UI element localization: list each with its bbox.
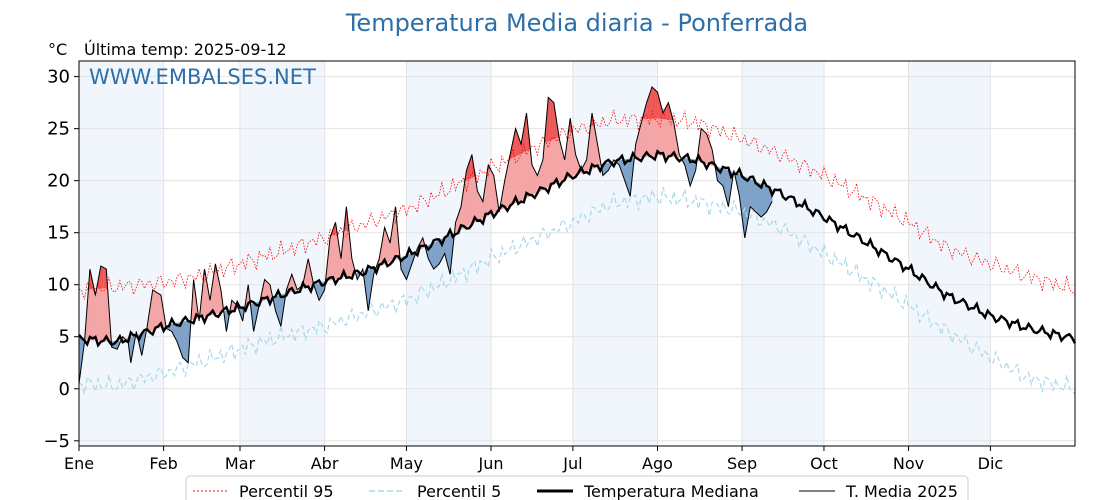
month-bands — [79, 61, 991, 446]
legend-p95-label: Percentil 95 — [239, 482, 334, 500]
fill-above-median — [152, 289, 156, 331]
x-tick-label: Ago — [642, 454, 673, 473]
month-band — [79, 61, 164, 446]
x-tick-label: Mar — [225, 454, 256, 473]
legend-p5-label: Percentil 5 — [417, 482, 501, 500]
plot-frame — [78, 60, 1076, 447]
series-2025-line — [78, 86, 773, 384]
y-axis: −5 0 5 10 15 20 25 30 — [43, 67, 79, 452]
series-median-line — [78, 149, 1077, 348]
x-tick-label: Abr — [311, 454, 339, 473]
series-p95-line — [78, 108, 1076, 300]
y-tick-label: 25 — [47, 119, 70, 140]
y-tick-label: 10 — [47, 275, 70, 296]
watermark: WWW.EMBALSES.NET — [89, 65, 316, 89]
x-tick-label: Dic — [978, 454, 1004, 473]
month-band — [908, 61, 991, 446]
series-p5-line — [78, 186, 1076, 395]
y-tick-label: 20 — [47, 171, 70, 192]
month-band — [742, 61, 824, 446]
x-tick-label: Sep — [727, 454, 757, 473]
fill-above-median — [154, 290, 158, 330]
x-tick-label: Oct — [810, 454, 838, 473]
y-tick-label: −5 — [43, 431, 70, 452]
x-tick-label: Ene — [64, 454, 94, 473]
x-axis: Ene Feb Mar Abr May Jun Jul Ago Sep Oct Nov Dic — [64, 446, 1003, 473]
legend-median-label: Temperatura Mediana — [583, 482, 759, 500]
chart-title: Temperatura Media diaria - Ponferrada — [345, 9, 808, 37]
x-tick-label: May — [390, 454, 423, 473]
series-lines — [78, 86, 1077, 395]
y-unit-label: °C — [48, 40, 67, 59]
legend-year-label: T. Media 2025 — [845, 482, 958, 500]
x-tick-label: Jun — [478, 454, 504, 473]
x-tick-label: Jul — [562, 454, 582, 473]
grid — [78, 61, 1075, 446]
x-tick-label: Nov — [893, 454, 924, 473]
legend-box — [185, 475, 969, 500]
last-reading-label: Última temp: 2025-09-12 — [84, 40, 287, 59]
y-tick-label: 30 — [47, 67, 70, 88]
month-band — [239, 61, 325, 446]
x-tick-label: Feb — [149, 454, 177, 473]
fill-above-median — [156, 291, 160, 330]
y-tick-label: 15 — [47, 223, 70, 244]
legend: Percentil 95 Percentil 5 Temperatura Med… — [185, 475, 969, 500]
y-tick-label: 5 — [59, 327, 70, 348]
y-tick-label: 0 — [59, 379, 70, 400]
